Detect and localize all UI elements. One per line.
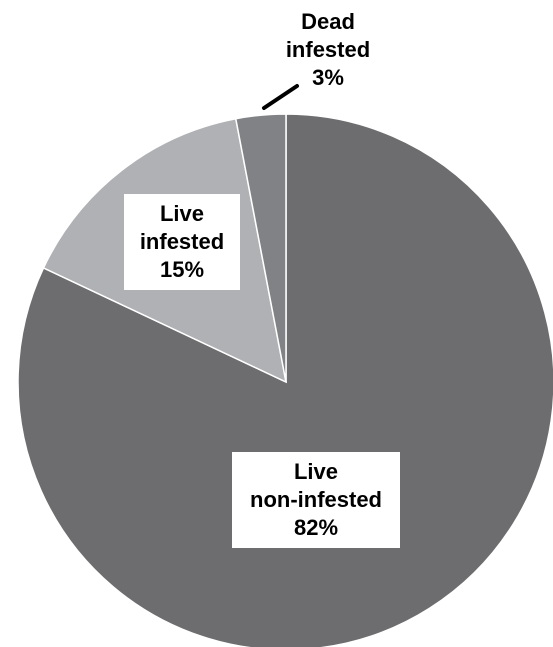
- pie-slices: [17, 113, 553, 647]
- pie-slice-dead-infested: [234, 113, 287, 383]
- slice-percent-label: 3%: [312, 65, 344, 90]
- slice-label-line-1: Live: [159, 201, 205, 226]
- slice-label-line-2: infested: [285, 37, 371, 62]
- dead-infested-leader-line: [262, 84, 299, 110]
- slice-label-live-infested: Live infested 15%: [124, 194, 240, 290]
- slice-label-line-2: non-infested: [250, 487, 382, 512]
- slice-label-line-2: infested: [139, 229, 225, 254]
- slice-label-line-1: Live: [293, 459, 339, 484]
- slice-percent-label: 82%: [293, 515, 339, 540]
- pie-slice-live-non-infested: [17, 113, 553, 647]
- slice-percent-label: 15%: [159, 257, 205, 282]
- slice-label-line-1: Dead: [301, 9, 355, 34]
- slice-label-dead-infested: Dead infested 3%: [266, 2, 390, 98]
- slice-label-live-non-infested: Live non-infested 82%: [232, 452, 400, 548]
